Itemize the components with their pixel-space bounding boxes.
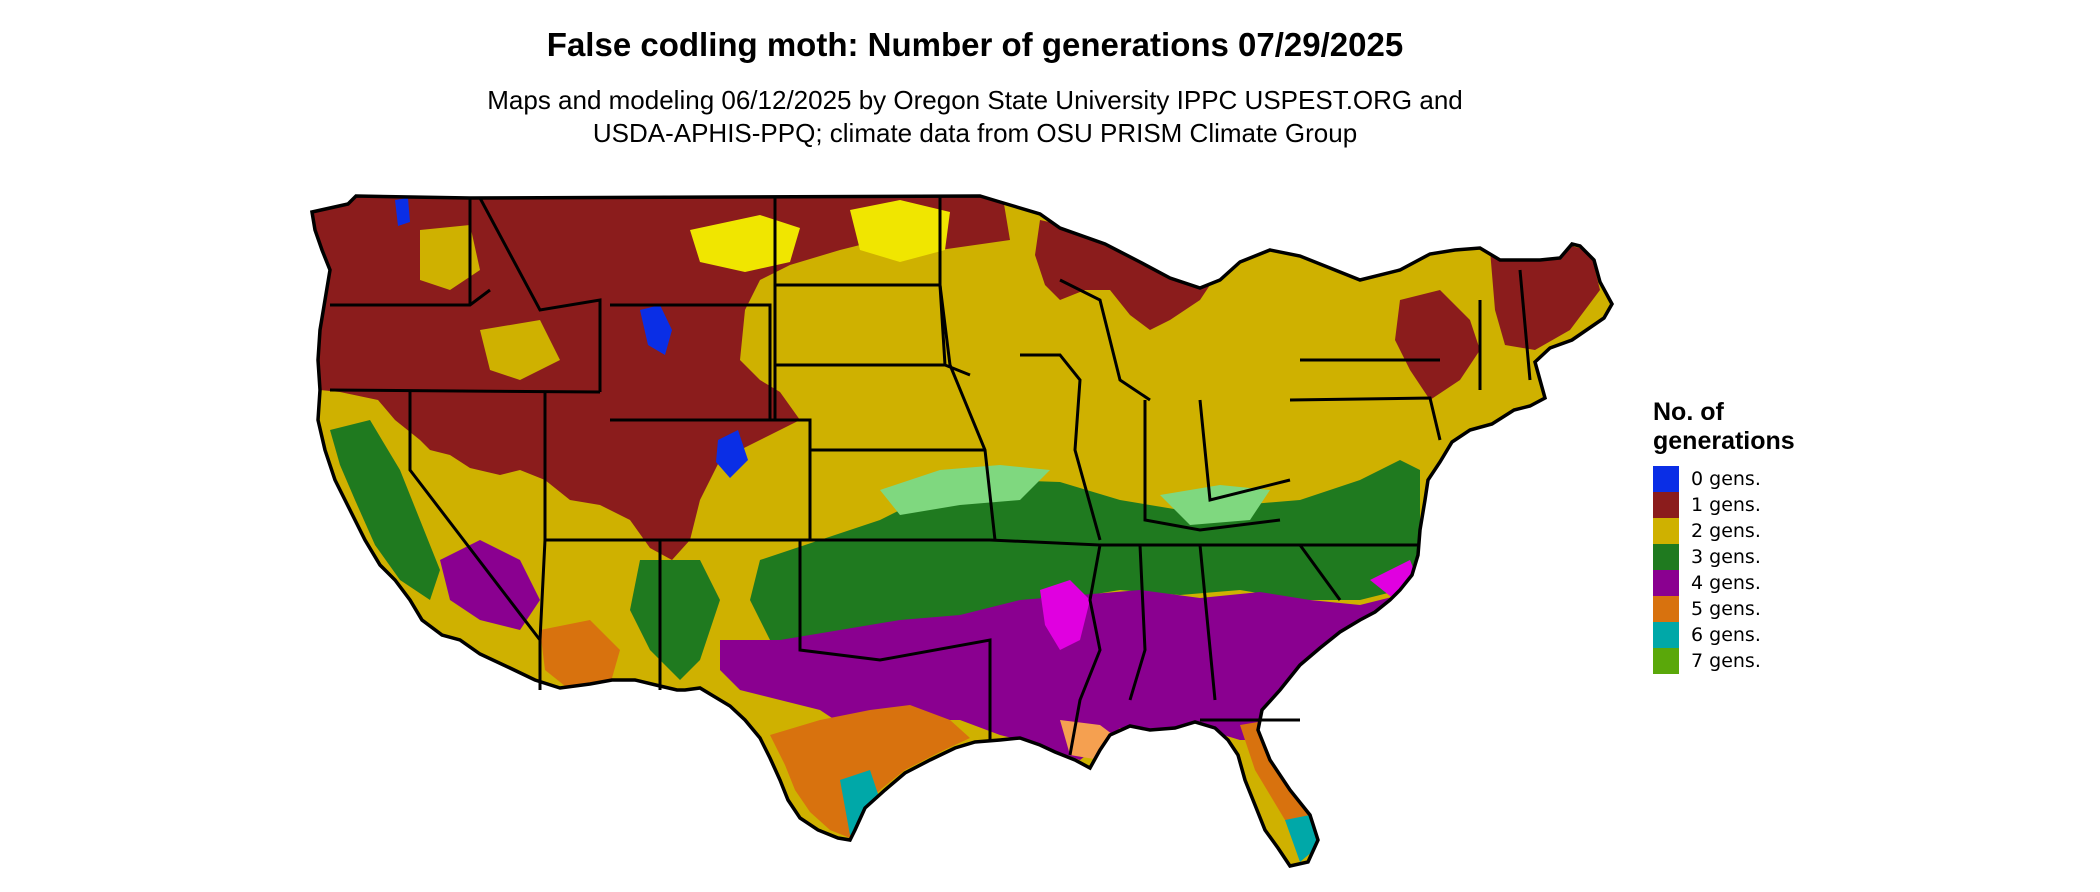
legend-swatch — [1653, 596, 1679, 622]
legend-swatch — [1653, 544, 1679, 570]
legend-title: No. of generations — [1653, 398, 1795, 456]
oh-border — [1198, 399, 1291, 502]
legend-label: 1 gens. — [1691, 494, 1761, 516]
zone-5-gens-florida — [1240, 720, 1315, 840]
wy-border — [610, 303, 772, 420]
legend-swatch — [1653, 622, 1679, 648]
zone-1-gens-northeast-a — [1395, 290, 1480, 400]
zone-6-gens-florida — [1285, 815, 1320, 862]
zone-0-gens-b — [716, 430, 748, 478]
zone-0-gens-a — [640, 305, 672, 355]
subtitle-line-2: USDA-APHIS-PPQ; climate data from OSU PR… — [592, 118, 1358, 148]
legend-label: 3 gens. — [1691, 546, 1761, 568]
nd-sd-border — [775, 283, 971, 377]
legend-label: 7 gens. — [1691, 650, 1761, 672]
zone-2-gens-idaho — [420, 225, 480, 290]
map-title: False codling moth: Number of generation… — [546, 26, 1404, 63]
nv-az-border — [538, 392, 547, 690]
zone-2-gens-snake — [480, 320, 560, 380]
zone-3-gens-new-mexico — [630, 560, 720, 680]
wi-border — [1059, 278, 1151, 402]
mn-ia-mo-border — [938, 196, 997, 541]
zone-3-gens-light-b — [1160, 485, 1270, 525]
in-ky-border — [1143, 400, 1281, 532]
legend-swatch — [1653, 466, 1679, 492]
legend-label: 4 gens. — [1691, 572, 1761, 594]
zone-4-gens-light-a — [1040, 580, 1090, 650]
co-border — [610, 418, 812, 540]
legend-item: 6 gens. — [1653, 622, 1795, 648]
zone-3-gens-california — [330, 420, 440, 600]
ia-il-border — [1020, 353, 1102, 541]
ok-tx-border — [798, 540, 992, 740]
legend-swatch — [1653, 518, 1679, 544]
id-mt-border — [478, 197, 602, 392]
legend-item: 3 gens. — [1653, 544, 1795, 570]
legend-swatch — [1653, 492, 1679, 518]
legend-label: 2 gens. — [1691, 520, 1761, 542]
zone-1-gens-west — [312, 196, 1010, 560]
legend-swatch — [1653, 570, 1679, 596]
legend-item: 0 gens. — [1653, 466, 1795, 492]
legend-item: 5 gens. — [1653, 596, 1795, 622]
pa-ny-border — [1289, 396, 1442, 441]
legend-item: 4 gens. — [1653, 570, 1795, 596]
state-boundaries — [329, 196, 1532, 756]
ca-nv-border — [408, 392, 542, 641]
legend-title-line-2: generations — [1653, 427, 1795, 455]
subtitle-line-1: Maps and modeling 06/12/2025 by Oregon S… — [487, 85, 1463, 115]
legend: No. of generations 0 gens. 1 gens. 2 gens.… — [1653, 398, 1795, 674]
map-subtitle: Maps and modeling 06/12/2025 by Oregon S… — [0, 84, 1950, 150]
legend-label: 0 gens. — [1691, 468, 1761, 490]
zone-0-gens-c — [395, 198, 410, 226]
legend-title-line-1: No. of — [1653, 398, 1724, 426]
legend-item: 1 gens. — [1653, 492, 1795, 518]
or-ca-nv-border — [329, 388, 601, 394]
zone-2-gens-light-a — [690, 215, 800, 272]
zone-1-gens-maine — [1490, 240, 1600, 350]
ar-la-border — [989, 538, 1102, 756]
zone-3-gens-light-a — [880, 465, 1050, 515]
legend-item: 2 gens. — [1653, 518, 1795, 544]
legend-label: 6 gens. — [1691, 624, 1761, 646]
nh-me-border — [1518, 269, 1532, 381]
zone-2-gens-light-b — [850, 200, 950, 262]
legend-label: 5 gens. — [1691, 598, 1761, 620]
generation-zones — [312, 196, 1612, 866]
zone-5-gens-arizona — [540, 620, 620, 690]
legend-items: 0 gens. 1 gens. 2 gens. 3 gens. 4 gens. 5 gen… — [1653, 466, 1795, 674]
legend-swatch — [1653, 648, 1679, 674]
legend-item: 7 gens. — [1653, 648, 1795, 674]
zone-1-gens-great-lakes — [1035, 220, 1210, 330]
